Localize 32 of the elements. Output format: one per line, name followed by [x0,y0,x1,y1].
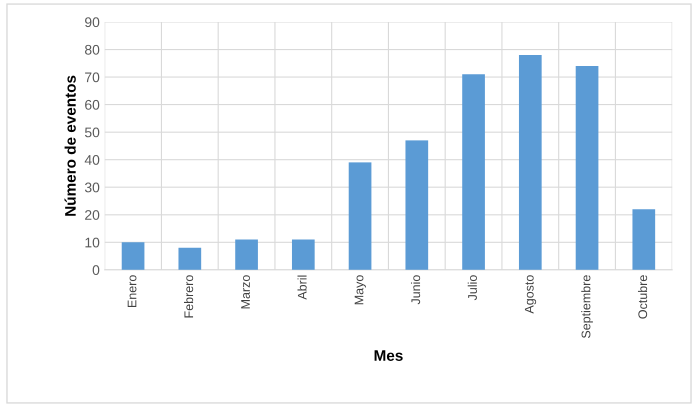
x-tick-label: Marzo [241,275,250,308]
x-tick-label: Mayo [354,275,366,304]
y-axis-title: Número de eventos [64,76,76,216]
x-tick-label: Enero [128,275,136,308]
y-tick-label: 90 [85,17,100,28]
y-tick-label: 70 [85,72,100,82]
x-tick-label: Junio [410,275,420,304]
y-tick-label: 40 [84,155,100,165]
bar [292,240,315,270]
y-tick-label: 10 [85,238,100,248]
y-tick-label: 20 [85,210,100,220]
x-tick-label: Abril [297,276,307,300]
y-tick-label: 60 [85,100,100,110]
y-tick-label: 80 [84,44,100,55]
x-tick-label: Octubre [638,275,648,319]
x-tick-label: Septiembre [581,275,593,338]
bar [348,162,372,270]
y-tick-label: 30 [84,182,100,192]
x-tick-label: Julio [468,275,477,300]
bar [518,55,542,270]
bar [632,209,656,270]
bar [178,248,202,270]
bar [235,240,258,270]
bar [405,140,428,270]
y-tick-label: 50 [84,127,100,138]
bar [462,74,485,270]
bar [122,242,144,270]
x-tick-label: Agosto [524,275,536,314]
bar [576,66,598,270]
x-axis-title: Mes [374,350,403,361]
x-tick-label: Febrero [184,275,194,318]
y-tick-label: 0 [92,265,100,276]
